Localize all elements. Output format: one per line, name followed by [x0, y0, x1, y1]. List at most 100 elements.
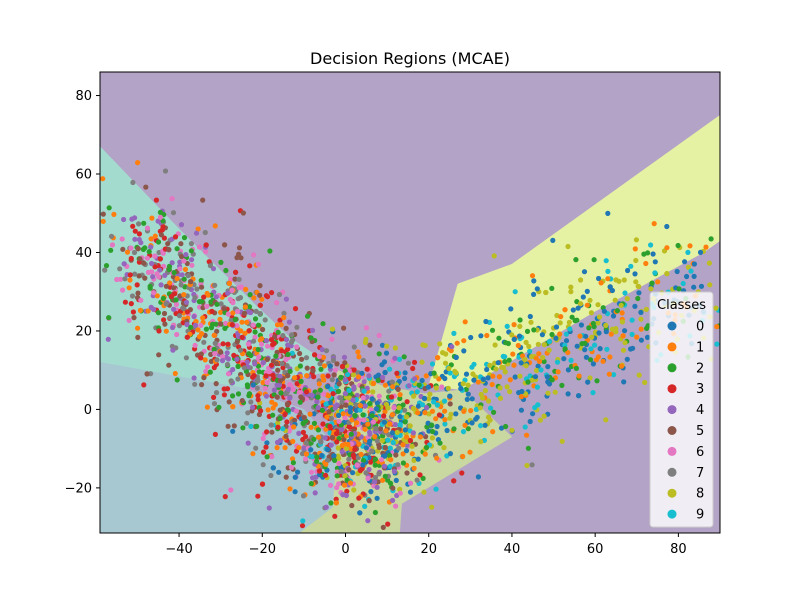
point-class-9: [592, 343, 597, 348]
point-class-1: [562, 307, 567, 312]
point-class-1: [296, 445, 301, 450]
point-class-5: [381, 525, 386, 530]
point-class-6: [120, 236, 125, 241]
legend-label: 4: [696, 403, 704, 418]
point-class-2: [276, 330, 281, 335]
point-class-1: [490, 374, 495, 379]
point-class-3: [437, 412, 442, 417]
legend-label: 8: [696, 487, 704, 502]
point-class-5: [284, 475, 289, 480]
point-class-2: [204, 327, 209, 332]
point-class-2: [278, 416, 283, 421]
point-class-8: [620, 319, 625, 324]
point-class-7: [253, 446, 258, 451]
point-class-7: [301, 493, 306, 498]
legend-marker: [668, 405, 677, 414]
point-class-2: [383, 474, 388, 479]
point-class-4: [149, 261, 154, 266]
point-class-9: [442, 399, 447, 404]
point-class-0: [566, 391, 571, 396]
point-class-5: [143, 185, 148, 190]
point-class-6: [365, 476, 370, 481]
point-class-1: [388, 457, 393, 462]
point-class-6: [291, 387, 296, 392]
point-class-6: [229, 288, 234, 293]
point-class-1: [304, 373, 309, 378]
point-class-7: [248, 399, 253, 404]
point-class-2: [352, 413, 357, 418]
point-class-5: [226, 424, 231, 429]
point-class-4: [407, 383, 412, 388]
point-class-1: [243, 287, 248, 292]
point-class-3: [334, 431, 339, 436]
point-class-2: [403, 419, 408, 424]
point-class-3: [223, 494, 228, 499]
point-class-9: [420, 402, 425, 407]
point-class-5: [136, 246, 141, 251]
point-class-3: [365, 367, 370, 372]
point-class-1: [203, 357, 208, 362]
point-class-7: [171, 210, 176, 215]
point-class-9: [451, 331, 456, 336]
point-class-0: [464, 372, 469, 377]
point-class-9: [523, 424, 528, 429]
point-class-2: [236, 364, 241, 369]
point-class-0: [293, 489, 298, 494]
point-class-5: [297, 351, 302, 356]
point-class-4: [137, 237, 142, 242]
point-class-1: [412, 466, 417, 471]
point-class-1: [101, 219, 106, 224]
point-class-1: [153, 234, 158, 239]
point-class-8: [493, 342, 498, 347]
point-class-0: [483, 319, 488, 324]
point-class-1: [326, 393, 331, 398]
point-class-7: [179, 282, 184, 287]
point-class-2: [549, 332, 554, 337]
point-class-8: [384, 344, 389, 349]
point-class-4: [150, 274, 155, 279]
point-class-1: [703, 245, 708, 250]
point-class-3: [261, 450, 266, 455]
point-class-4: [301, 445, 306, 450]
point-class-4: [159, 282, 164, 287]
point-class-6: [289, 465, 294, 470]
legend-marker: [668, 426, 677, 435]
point-class-1: [463, 319, 468, 324]
point-class-4: [287, 396, 292, 401]
point-class-0: [420, 378, 425, 383]
point-class-7: [102, 268, 107, 273]
point-class-2: [320, 321, 325, 326]
point-class-1: [250, 451, 255, 456]
point-class-0: [453, 411, 458, 416]
point-class-1: [279, 322, 284, 327]
point-class-2: [320, 408, 325, 413]
point-class-6: [204, 304, 209, 309]
point-class-8: [595, 302, 600, 307]
legend-label: 6: [696, 445, 704, 460]
point-class-5: [283, 434, 288, 439]
point-class-2: [549, 286, 554, 291]
point-class-3: [301, 430, 306, 435]
point-class-2: [526, 446, 531, 451]
point-class-7: [294, 325, 299, 330]
point-class-0: [379, 362, 384, 367]
point-class-1: [135, 326, 140, 331]
point-class-6: [114, 277, 119, 282]
legend-title: Classes: [657, 298, 706, 313]
y-tick-label: 20: [75, 324, 92, 339]
point-class-2: [592, 257, 597, 262]
point-class-4: [380, 375, 385, 380]
point-class-5: [393, 452, 398, 457]
point-class-0: [348, 409, 353, 414]
point-class-3: [230, 322, 235, 327]
point-class-7: [277, 292, 282, 297]
point-class-5: [257, 293, 262, 298]
point-class-2: [175, 246, 180, 251]
point-class-8: [568, 285, 573, 290]
point-class-7: [201, 340, 206, 345]
point-class-3: [312, 352, 317, 357]
point-class-9: [538, 367, 543, 372]
point-class-2: [161, 296, 166, 301]
point-class-0: [519, 389, 524, 394]
point-class-6: [152, 254, 157, 259]
